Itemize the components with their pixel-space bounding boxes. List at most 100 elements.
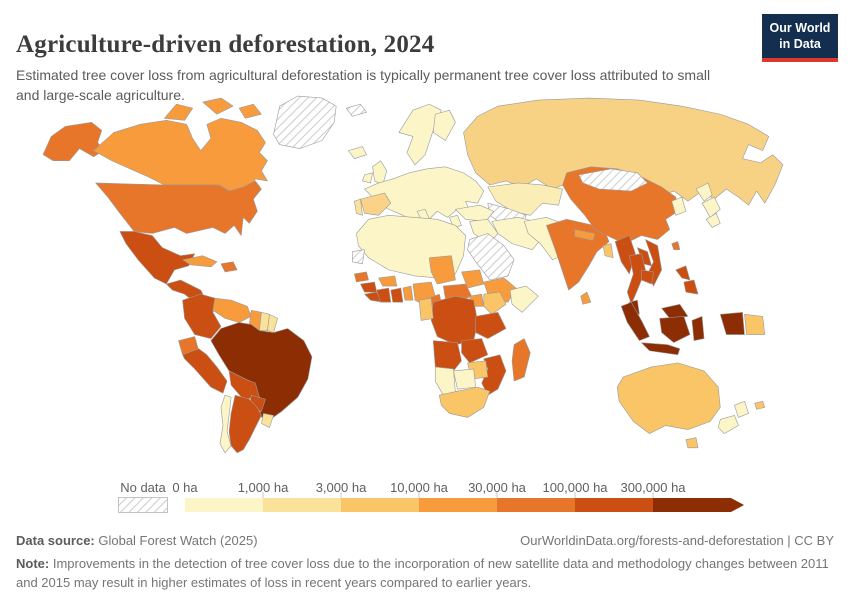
country-kazakhstan[interactable]: [487, 182, 563, 216]
country-philippines-mindanao[interactable]: [683, 279, 699, 295]
country-togo-benin[interactable]: [402, 285, 414, 301]
country-nepal[interactable]: [574, 229, 596, 241]
country-mongolia[interactable]: [578, 168, 648, 192]
legend-no-data-swatch[interactable]: [118, 497, 168, 513]
legend-tick-1: 1,000 ha: [237, 480, 289, 495]
country-canada-arctic-1[interactable]: [164, 103, 193, 121]
country-philippines-luzon[interactable]: [675, 265, 691, 281]
country-australia-tasmania[interactable]: [685, 437, 699, 449]
owid-url-link[interactable]: OurWorldinData.org/forests-and-deforesta…: [520, 533, 834, 548]
country-new-zealand-north[interactable]: [734, 400, 749, 418]
country-cuba[interactable]: [182, 255, 218, 268]
legend-tick-6: 300,000 ha: [620, 480, 686, 495]
country-tanzania[interactable]: [475, 312, 507, 339]
owid-logo-line2: in Data: [779, 36, 821, 51]
footer: Data source: Global Forest Watch (2025) …: [16, 533, 834, 548]
legend-bin-0[interactable]: [185, 498, 263, 512]
country-united-kingdom[interactable]: [372, 160, 388, 186]
country-canada-arctic-2[interactable]: [202, 97, 234, 115]
country-chile[interactable]: [219, 394, 232, 454]
country-guinea[interactable]: [360, 281, 377, 293]
country-new-caledonia[interactable]: [754, 400, 766, 410]
country-cote-divoire[interactable]: [376, 287, 392, 303]
country-sri-lanka[interactable]: [580, 291, 592, 305]
country-portugal[interactable]: [354, 198, 363, 216]
country-cambodia[interactable]: [641, 269, 654, 285]
legend-bin-5[interactable]: [575, 498, 653, 512]
world-choropleth-map: [12, 92, 812, 470]
region-arabian-peninsula[interactable]: [467, 233, 515, 281]
country-south-africa[interactable]: [438, 386, 491, 418]
country-madagascar[interactable]: [511, 338, 531, 382]
country-congo-gabon[interactable]: [418, 297, 434, 321]
country-french-guiana[interactable]: [267, 314, 278, 333]
country-venezuela[interactable]: [212, 297, 252, 323]
country-indonesia-kalimantan[interactable]: [659, 316, 691, 343]
country-australia[interactable]: [616, 362, 721, 434]
legend-bin-2[interactable]: [341, 498, 419, 512]
country-new-zealand-south[interactable]: [717, 415, 739, 434]
country-greenland[interactable]: [273, 95, 337, 149]
country-indonesia-papua[interactable]: [719, 312, 745, 335]
legend-bin-6-arrow[interactable]: [653, 498, 744, 512]
country-finland[interactable]: [432, 109, 456, 141]
country-botswana[interactable]: [453, 368, 476, 390]
country-burkina-faso[interactable]: [378, 275, 398, 287]
country-svalbard[interactable]: [346, 103, 367, 117]
country-ireland[interactable]: [362, 172, 373, 184]
country-kenya[interactable]: [483, 291, 507, 315]
country-spain[interactable]: [360, 192, 392, 216]
country-chad[interactable]: [428, 255, 456, 285]
country-alaska[interactable]: [42, 122, 105, 162]
footnote: Note: Improvements in the detection of t…: [16, 555, 834, 593]
legend-tick-5: 100,000 ha: [542, 480, 608, 495]
country-indonesia-java[interactable]: [641, 342, 681, 356]
country-norway-sweden[interactable]: [398, 103, 442, 166]
legend-tick-3: 10,000 ha: [390, 480, 448, 495]
owid-logo-line1: Our World: [769, 21, 831, 35]
legend-no-data-label: No data: [120, 480, 166, 495]
country-indonesia-sumatra[interactable]: [620, 301, 650, 341]
country-japan-hokkaido[interactable]: [695, 182, 713, 202]
country-namibia[interactable]: [434, 366, 456, 396]
country-argentina[interactable]: [228, 394, 262, 454]
country-zambia[interactable]: [461, 338, 489, 364]
country-drc[interactable]: [430, 295, 478, 345]
country-ghana[interactable]: [390, 287, 404, 303]
country-western-sahara[interactable]: [352, 249, 365, 265]
country-indonesia-sulawesi[interactable]: [691, 316, 705, 341]
country-korea[interactable]: [671, 196, 687, 216]
country-taiwan[interactable]: [671, 241, 681, 250]
country-senegal[interactable]: [354, 271, 369, 283]
country-thailand[interactable]: [626, 253, 646, 305]
legend-bin-3[interactable]: [419, 498, 497, 512]
country-bangladesh[interactable]: [602, 243, 614, 259]
country-malaysia-borneo[interactable]: [661, 303, 689, 319]
legend-tick-4: 30,000 ha: [468, 480, 526, 495]
country-canada-arctic-3[interactable]: [238, 103, 262, 119]
country-colombia[interactable]: [182, 293, 222, 339]
data-source-value[interactable]: Global Forest Watch (2025): [94, 533, 258, 548]
country-iceland[interactable]: [348, 146, 367, 160]
data-source-label: Data source:: [16, 533, 95, 548]
country-somalia[interactable]: [509, 285, 539, 313]
legend-bin-4[interactable]: [497, 498, 575, 512]
country-papua-new-guinea[interactable]: [744, 314, 766, 335]
country-japan-honshu[interactable]: [701, 196, 721, 218]
legend-tick-0: 0 ha: [172, 480, 198, 495]
country-united-states[interactable]: [95, 180, 262, 236]
owid-logo: Our World in Data: [762, 14, 838, 63]
country-south-sudan[interactable]: [461, 269, 485, 289]
country-russia[interactable]: [463, 97, 784, 206]
legend-bin-1[interactable]: [263, 498, 341, 512]
country-uruguay[interactable]: [261, 413, 274, 428]
country-japan-kyushu[interactable]: [705, 212, 721, 228]
country-peru[interactable]: [182, 348, 228, 394]
country-turkey[interactable]: [455, 204, 495, 222]
page-title: Agriculture-driven deforestation, 2024: [16, 30, 435, 58]
world-map-svg: [42, 95, 784, 454]
country-hispaniola[interactable]: [220, 261, 238, 273]
country-angola[interactable]: [432, 340, 462, 372]
country-mexico[interactable]: [119, 231, 196, 285]
